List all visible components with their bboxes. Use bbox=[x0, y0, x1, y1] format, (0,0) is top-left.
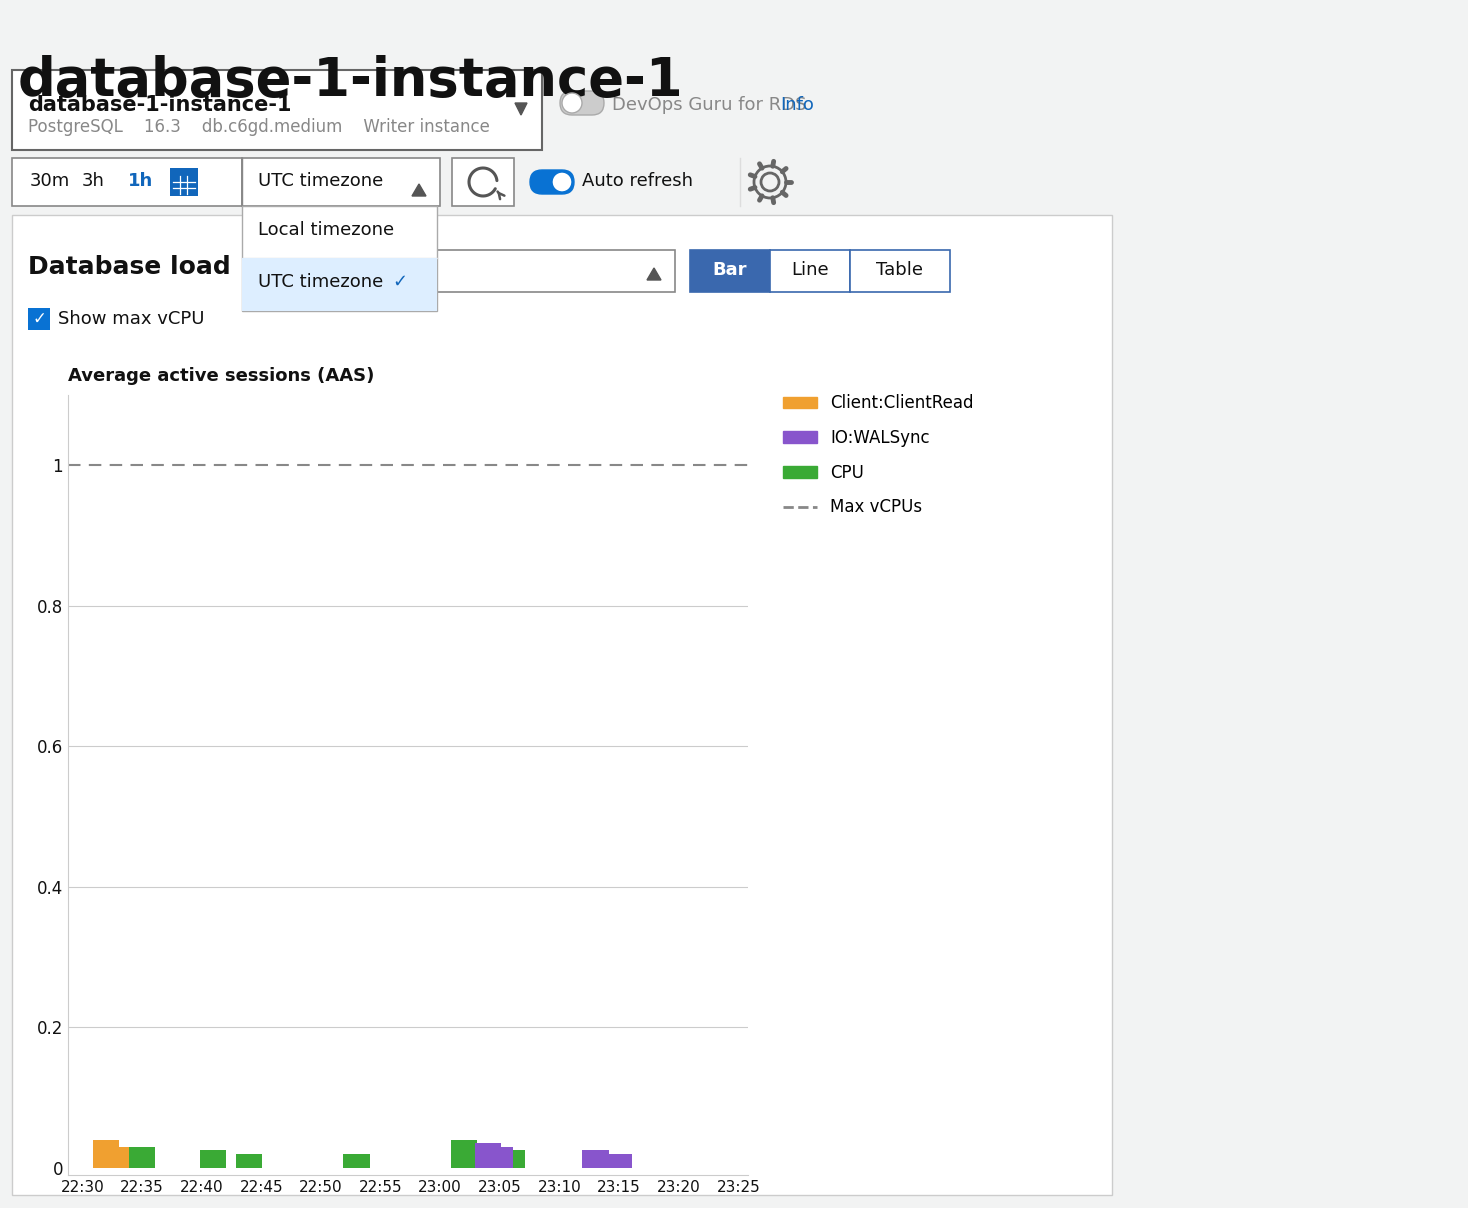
Bar bbox=[476, 1144, 501, 1168]
Bar bbox=[170, 168, 198, 196]
Bar bbox=[476, 1144, 501, 1168]
Bar bbox=[771, 250, 850, 292]
Text: Database load: Database load bbox=[28, 255, 230, 279]
Text: Average active sessions (AAS): Average active sessions (AAS) bbox=[68, 367, 374, 385]
Text: ✓: ✓ bbox=[32, 310, 46, 329]
FancyBboxPatch shape bbox=[530, 170, 574, 194]
Text: UTC timezone: UTC timezone bbox=[258, 172, 383, 190]
Text: Bar: Bar bbox=[713, 261, 747, 279]
Text: Show max vCPU: Show max vCPU bbox=[59, 310, 204, 329]
Bar bbox=[242, 259, 437, 310]
Polygon shape bbox=[413, 184, 426, 196]
Text: Auto refresh: Auto refresh bbox=[581, 172, 693, 190]
Legend: Client:ClientRead, IO:WALSync, CPU, Max vCPUs: Client:ClientRead, IO:WALSync, CPU, Max … bbox=[777, 388, 981, 523]
Bar bbox=[486, 1146, 512, 1168]
Text: Line: Line bbox=[791, 261, 829, 279]
Bar bbox=[12, 215, 1111, 1195]
Text: 3h: 3h bbox=[82, 172, 104, 190]
Bar bbox=[305, 250, 675, 292]
Text: PostgreSQL    16.3    db.c6gd.medium    Writer instance: PostgreSQL 16.3 db.c6gd.medium Writer in… bbox=[28, 118, 490, 137]
Text: UTC timezone: UTC timezone bbox=[258, 273, 383, 291]
Text: 1h: 1h bbox=[128, 172, 153, 190]
Text: DevOps Guru for RDS: DevOps Guru for RDS bbox=[612, 95, 806, 114]
Bar bbox=[129, 1146, 154, 1168]
Text: 30m: 30m bbox=[29, 172, 70, 190]
Text: ✓: ✓ bbox=[392, 273, 407, 291]
Bar bbox=[452, 158, 514, 207]
Bar bbox=[606, 1154, 633, 1168]
Bar bbox=[690, 250, 771, 292]
Bar bbox=[344, 1154, 370, 1168]
Bar bbox=[28, 308, 50, 330]
Bar bbox=[92, 1140, 119, 1168]
Bar bbox=[242, 207, 437, 310]
Text: Info: Info bbox=[780, 95, 813, 114]
Bar bbox=[12, 158, 242, 207]
Bar bbox=[200, 1150, 226, 1168]
Text: database-1-instance-1: database-1-instance-1 bbox=[18, 56, 684, 108]
Text: database-1-instance-1: database-1-instance-1 bbox=[28, 95, 292, 115]
Polygon shape bbox=[647, 268, 661, 280]
Bar bbox=[242, 158, 440, 207]
Circle shape bbox=[562, 93, 581, 114]
Bar bbox=[451, 1140, 477, 1168]
Circle shape bbox=[552, 172, 573, 192]
Bar bbox=[583, 1150, 609, 1168]
Bar bbox=[499, 1150, 526, 1168]
Polygon shape bbox=[515, 103, 527, 115]
Text: Table: Table bbox=[876, 261, 923, 279]
Text: Local timezone: Local timezone bbox=[258, 221, 393, 239]
Bar bbox=[106, 1146, 131, 1168]
Bar bbox=[12, 70, 542, 150]
Bar bbox=[236, 1154, 263, 1168]
Bar bbox=[850, 250, 950, 292]
FancyBboxPatch shape bbox=[559, 91, 603, 115]
